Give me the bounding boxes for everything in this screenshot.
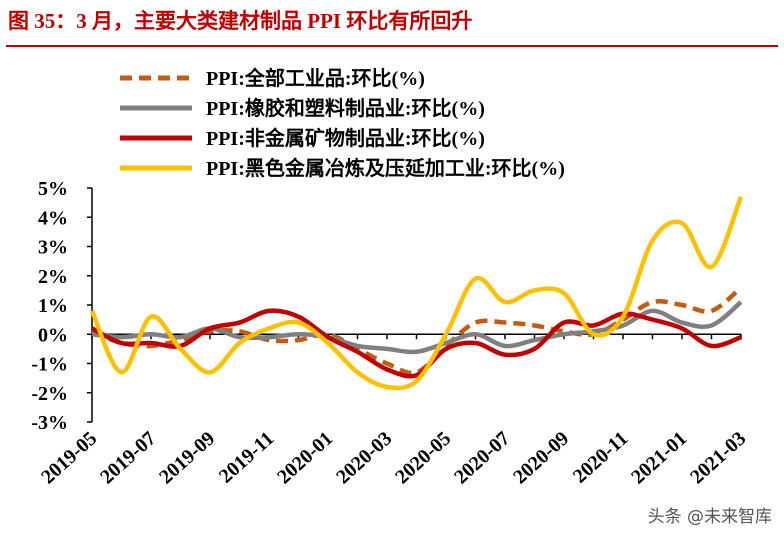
series-line [89, 195, 744, 391]
series-line [91, 300, 743, 355]
watermark: 头条 @未来智库 [648, 507, 772, 527]
x-tick-label: 2020-05 [391, 427, 455, 488]
x-tick-label: 2019-05 [37, 427, 101, 488]
chart-title: 图 35：3 月，主要大类建材制品 PPI 环比有所回升 [8, 9, 472, 33]
x-tick-label: 2020-07 [450, 427, 514, 488]
y-tick-label: -2% [31, 383, 68, 405]
series-line [90, 308, 742, 379]
y-tick-label: 0% [38, 324, 68, 346]
x-tick-label: 2021-03 [686, 427, 750, 488]
x-tick-label: 2020-09 [509, 427, 573, 488]
x-tick-label: 2019-09 [155, 427, 219, 488]
y-tick-label: 3% [38, 237, 68, 259]
x-tick-label: 2019-11 [215, 427, 278, 487]
legend-label: PPI:全部工业品:环比(%) [206, 66, 425, 90]
legend-label: PPI:非金属矿物制品业:环比(%) [206, 126, 485, 150]
x-tick-label: 2019-07 [96, 427, 160, 488]
y-tick-label: -1% [31, 354, 68, 376]
y-tick-label: 1% [38, 295, 68, 317]
x-tick-label: 2021-01 [627, 427, 691, 488]
legend-label: PPI:黑色金属冶炼及压延加工业:环比(%) [206, 156, 565, 180]
legend-label: PPI:橡胶和塑料制品业:环比(%) [206, 96, 485, 120]
x-tick-label: 2020-11 [569, 427, 632, 487]
y-tick-label: -3% [31, 412, 68, 434]
y-tick-label: 2% [38, 266, 68, 288]
x-tick-label: 2020-03 [332, 427, 396, 488]
y-tick-label: 5% [38, 178, 68, 200]
x-tick-label: 2020-01 [273, 427, 337, 488]
y-tick-label: 4% [38, 207, 68, 229]
